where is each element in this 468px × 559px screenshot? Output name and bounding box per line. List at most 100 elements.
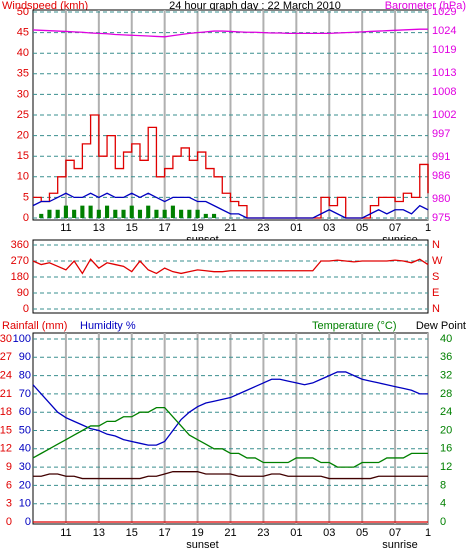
y2-tick-label: W xyxy=(432,255,443,267)
rain-axis-label: Rainfall (mm) xyxy=(2,320,67,332)
x-tick-label: 07 xyxy=(389,527,401,539)
bar xyxy=(113,209,118,218)
y-tick-label: 60 xyxy=(19,406,31,418)
x-tick-label: 07 xyxy=(389,222,401,234)
y-tick-label: 15 xyxy=(17,150,29,162)
series-line xyxy=(32,192,429,219)
barometer-axis-label: Barometer (hPa) xyxy=(385,0,466,12)
y2-tick-label: 32 xyxy=(440,370,452,382)
y2-tick-label: 24 xyxy=(440,406,452,418)
bar xyxy=(154,209,159,218)
bar xyxy=(187,209,192,218)
x-tick-label: 11 xyxy=(60,222,71,234)
y2-tick-label: 991 xyxy=(432,151,450,163)
y-tick-label: 0 xyxy=(25,516,31,528)
annotation: sunrise xyxy=(382,539,417,551)
y3-tick-label: 9 xyxy=(6,461,12,473)
y2-tick-label: N xyxy=(432,303,440,315)
bar xyxy=(129,205,134,218)
y3-tick-label: 30 xyxy=(0,333,12,345)
bar xyxy=(170,205,175,218)
bar xyxy=(137,209,143,218)
bar xyxy=(39,213,44,218)
bar xyxy=(195,209,200,218)
y-tick-label: 40 xyxy=(19,443,31,455)
y3-tick-label: 18 xyxy=(0,406,12,418)
x-tick-label: 13 xyxy=(93,222,105,234)
bar xyxy=(211,213,217,218)
y3-tick-label: 12 xyxy=(0,443,12,455)
y2-tick-label: 975 xyxy=(432,212,450,224)
x-tick-label: 03 xyxy=(323,222,335,234)
y-tick-label: 10 xyxy=(17,171,29,183)
y-tick-label: 270 xyxy=(11,255,29,267)
x-tick-label: 03 xyxy=(323,527,335,539)
y3-tick-label: 27 xyxy=(0,351,12,363)
y3-tick-label: 21 xyxy=(0,388,12,400)
series-line xyxy=(32,258,429,275)
y-tick-label: 360 xyxy=(11,239,29,251)
chart-title: 24 hour graph day : 22 March 2010 xyxy=(169,0,341,12)
x-tick-label: 23 xyxy=(257,222,269,234)
y-tick-label: 5 xyxy=(23,191,29,203)
x-tick-label: 19 xyxy=(191,222,203,234)
y3-tick-label: 0 xyxy=(6,516,12,528)
y2-tick-label: 997 xyxy=(432,128,450,140)
series-line xyxy=(33,114,429,219)
series-line xyxy=(33,471,428,480)
x-tick-label: 01 xyxy=(290,222,302,234)
x-tick-label: 13 xyxy=(93,527,105,539)
y2-tick-label: 1002 xyxy=(432,109,456,121)
y2-tick-label: 16 xyxy=(440,443,452,455)
bar xyxy=(55,209,60,218)
y-tick-label: 30 xyxy=(19,461,31,473)
series-line xyxy=(32,28,428,38)
y-tick-label: 50 xyxy=(19,424,31,436)
y3-tick-label: 24 xyxy=(0,370,12,382)
y-tick-label: 180 xyxy=(11,271,29,283)
y-tick-label: 100 xyxy=(13,333,31,345)
y-tick-label: 40 xyxy=(17,47,29,59)
bar xyxy=(72,209,77,218)
temperature-axis-label: Temperature (°C) xyxy=(312,320,396,332)
x-tick-label: 17 xyxy=(159,527,171,539)
x-tick-label: 17 xyxy=(159,222,171,234)
x-tick-label: 11 xyxy=(60,527,71,539)
x-tick-label: 15 xyxy=(126,222,138,234)
y-tick-label: 45 xyxy=(17,27,29,39)
y-tick-label: 25 xyxy=(17,109,29,121)
y-tick-label: 0 xyxy=(23,303,29,315)
y-tick-label: 80 xyxy=(19,370,31,382)
y2-tick-label: 1008 xyxy=(432,86,456,98)
bar xyxy=(146,205,151,218)
bar xyxy=(121,209,126,218)
wind-axis-label: Windspeed (kmh) xyxy=(2,0,88,12)
x-tick-label: 21 xyxy=(224,222,236,234)
y2-tick-label: 1029 xyxy=(432,6,456,18)
y-tick-label: 90 xyxy=(17,287,29,299)
y2-tick-label: N xyxy=(432,239,440,251)
y-tick-label: 90 xyxy=(19,351,31,363)
bar xyxy=(179,209,184,218)
y2-tick-label: 28 xyxy=(440,388,452,400)
y2-tick-label: 36 xyxy=(440,351,452,363)
y2-tick-label: 1013 xyxy=(432,67,456,79)
y2-tick-label: 8 xyxy=(440,479,446,491)
bar xyxy=(63,205,68,218)
y2-tick-label: 20 xyxy=(440,424,452,436)
bar xyxy=(88,205,93,218)
x-tick-label: 23 xyxy=(257,527,269,539)
y2-tick-label: 0 xyxy=(440,516,446,528)
bar xyxy=(47,209,52,218)
y-tick-label: 0 xyxy=(23,212,29,224)
series-line xyxy=(32,406,428,468)
humidity-axis-label: Humidity % xyxy=(80,320,136,332)
x-tick-label: 05 xyxy=(356,527,368,539)
y-tick-label: 35 xyxy=(17,68,29,80)
y-tick-label: 30 xyxy=(17,88,29,100)
y2-tick-label: 1024 xyxy=(432,25,456,37)
y3-tick-label: 3 xyxy=(6,498,12,510)
dewpoint-axis-label: Dew Point xyxy=(416,320,466,332)
y2-tick-label: 980 xyxy=(432,193,450,205)
